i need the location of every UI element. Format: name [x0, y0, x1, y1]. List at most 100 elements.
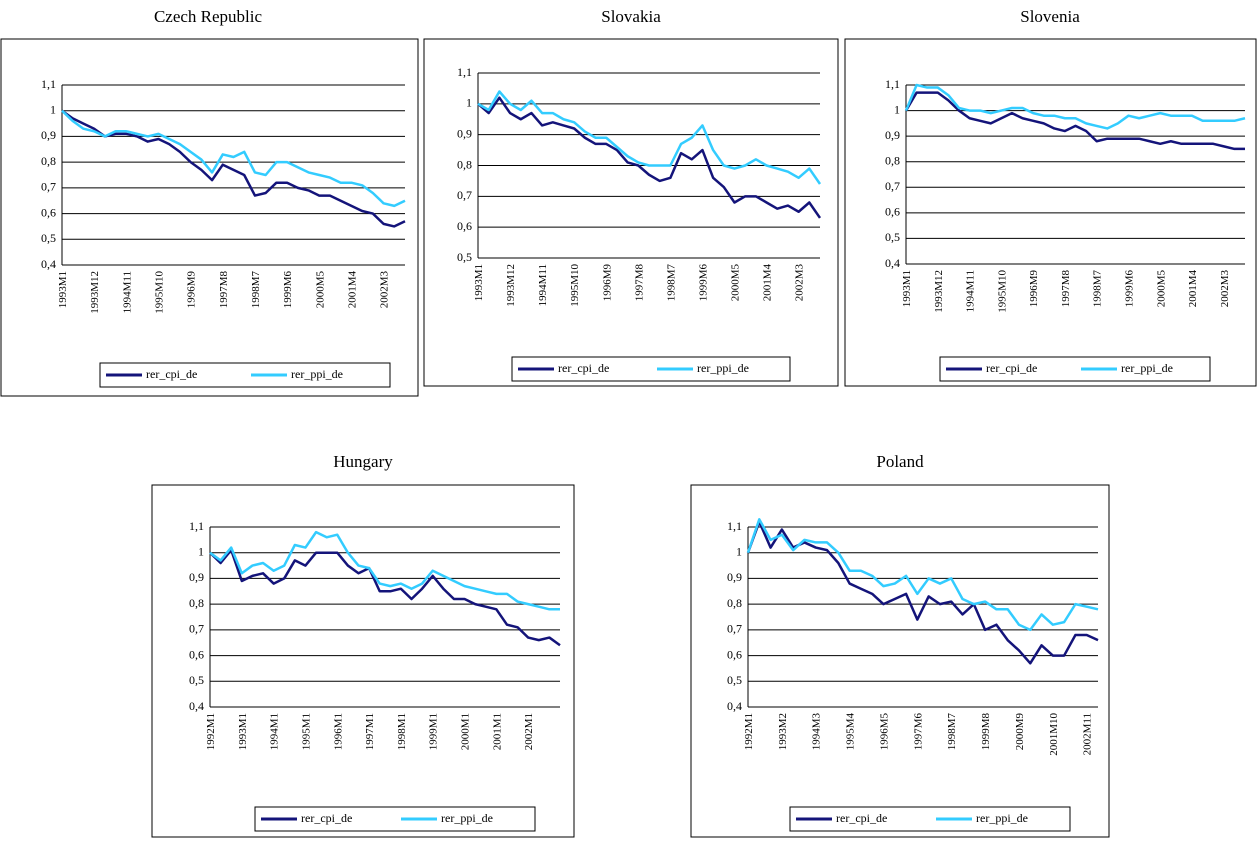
legend-label: rer_ppi_de: [697, 361, 749, 375]
x-tick-label: 1994M11: [965, 270, 977, 312]
series-line: [61, 109, 406, 228]
x-tick-label: 1994M11: [121, 271, 133, 313]
y-tick-label: 0,6: [41, 205, 56, 219]
y-tick-label: 0,8: [885, 153, 900, 167]
y-tick-label: 0,9: [189, 570, 204, 584]
x-tick-label: 1995M10: [996, 270, 1008, 313]
y-tick-label: 0,7: [189, 622, 204, 636]
series-line: [477, 96, 822, 219]
series-line: [209, 548, 561, 647]
x-tick-label: 2001M4: [1187, 270, 1199, 308]
y-tick-label: 1,1: [457, 65, 472, 79]
x-tick-label: 1993M12: [933, 270, 945, 313]
x-tick-label: 1997M6: [912, 713, 924, 751]
x-tick-label: 1996M9: [601, 264, 613, 302]
x-tick-label: 1999M6: [697, 264, 709, 302]
x-tick-label: 2002M3: [1219, 270, 1231, 308]
legend-label: rer_cpi_de: [301, 811, 352, 825]
legend-label: rer_cpi_de: [558, 361, 609, 375]
x-tick-label: 2001M4: [762, 264, 774, 302]
series-line: [61, 109, 406, 208]
x-tick-label: 1993M2: [777, 713, 789, 750]
x-tick-label: 1993M1: [237, 713, 249, 750]
y-tick-label: 1: [736, 544, 742, 558]
x-tick-label: 2001M1: [491, 713, 503, 750]
legend-label: rer_ppi_de: [441, 811, 493, 825]
x-tick-label: 2000M5: [1155, 270, 1167, 308]
series-line: [904, 83, 1246, 130]
x-tick-label: 2002M1: [523, 713, 535, 750]
legend-box: [99, 362, 391, 388]
chart: Slovenia 0,4 0,5 0,6 0,7 0,8 0,9 1 1,1 1993M1 1993…: [844, 7, 1257, 387]
series-line: [746, 520, 1099, 665]
x-tick-label: 1995M4: [845, 713, 857, 751]
chart-frame: [0, 38, 419, 397]
x-tick-label: 1999M6: [1123, 270, 1135, 308]
x-tick-label: 2002M3: [379, 271, 391, 309]
x-tick-label: 1999M1: [428, 713, 440, 750]
chart-frame: [423, 38, 839, 387]
y-tick-label: 1,1: [727, 519, 742, 533]
x-tick-label: 1998M7: [946, 713, 958, 751]
y-tick-label: 0,5: [457, 250, 472, 264]
chart: Slovakia 0,5 0,6 0,7 0,8 0,9 1 1,1 1993M1 1993M12…: [423, 7, 839, 387]
legend-box: [939, 356, 1211, 382]
y-tick-label: 1,1: [885, 77, 900, 91]
y-tick-label: 0,9: [727, 570, 742, 584]
x-tick-label: 2001M4: [346, 271, 358, 309]
legend-box: [511, 356, 791, 382]
x-tick-label: 1996M1: [332, 713, 344, 750]
y-tick-label: 1: [50, 102, 56, 116]
y-tick-label: 1: [894, 102, 900, 116]
y-tick-label: 0,6: [189, 647, 204, 661]
y-tick-label: 1,1: [41, 77, 56, 91]
x-tick-label: 1996M9: [186, 271, 198, 309]
x-tick-label: 1997M1: [364, 713, 376, 750]
legend-label: rer_ppi_de: [1121, 361, 1173, 375]
y-tick-label: 0,7: [885, 179, 900, 193]
y-tick-label: 0,9: [41, 128, 56, 142]
x-tick-label: 1998M7: [1092, 270, 1104, 308]
chart-frame: [690, 484, 1110, 838]
y-tick-label: 0,6: [727, 647, 742, 661]
x-tick-label: 1998M1: [396, 713, 408, 750]
x-tick-label: 1997M8: [1060, 270, 1072, 308]
y-tick-label: 0,9: [885, 128, 900, 142]
x-tick-label: 2002M11: [1082, 713, 1094, 755]
x-tick-label: 1995M10: [153, 271, 165, 314]
x-tick-label: 2000M5: [730, 264, 742, 302]
x-tick-label: 1993M1: [473, 264, 485, 301]
legend-box: [254, 806, 536, 832]
y-tick-label: 0,4: [189, 699, 204, 713]
y-tick-label: 0,6: [885, 205, 900, 219]
legend-label: rer_ppi_de: [291, 367, 343, 381]
legend-label: rer_cpi_de: [986, 361, 1037, 375]
chart-title: Hungary: [333, 452, 393, 471]
x-tick-label: 1996M5: [878, 713, 890, 751]
series-line: [746, 518, 1099, 632]
x-tick-label: 2000M9: [1014, 713, 1026, 751]
chart: Poland 0,4 0,5 0,6 0,7 0,8 0,9 1 1,1 1992M1 1993M2…: [690, 452, 1110, 838]
y-tick-label: 0,8: [41, 154, 56, 168]
x-tick-label: 1999M6: [282, 271, 294, 309]
legend-label: rer_cpi_de: [836, 811, 887, 825]
x-tick-label: 1994M3: [811, 713, 823, 751]
x-tick-label: 2001M10: [1048, 713, 1060, 756]
x-tick-label: 1992M1: [205, 713, 217, 750]
y-tick-label: 0,8: [457, 157, 472, 171]
legend-box: [789, 806, 1071, 832]
y-tick-label: 0,5: [727, 673, 742, 687]
chart: Czech Republic 0,4 0,5 0,6 0,7 0,8 0,9 1 1,1 1993…: [0, 7, 419, 397]
x-tick-label: 1995M1: [300, 713, 312, 750]
y-tick-label: 0,7: [727, 622, 742, 636]
series-line: [904, 91, 1245, 151]
legend-label: rer_ppi_de: [976, 811, 1028, 825]
y-tick-label: 0,9: [457, 126, 472, 140]
x-tick-label: 1997M8: [633, 264, 645, 302]
x-tick-label: 1998M7: [665, 264, 677, 302]
x-tick-label: 2002M3: [794, 264, 806, 302]
chart-title: Slovakia: [601, 7, 661, 26]
y-tick-label: 0,8: [189, 596, 204, 610]
